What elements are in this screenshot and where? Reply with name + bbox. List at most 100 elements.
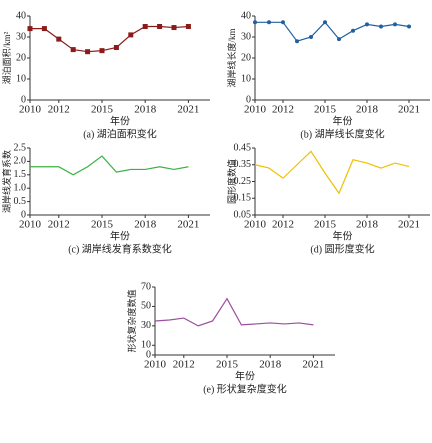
data-point: [185, 24, 191, 29]
data-point: [128, 32, 134, 38]
x-tick-label: 2015: [216, 359, 239, 371]
x-tick-label: 2021: [398, 219, 420, 231]
data-point: [393, 22, 397, 27]
axis-frame: [254, 148, 430, 216]
x-tick-label: 2010: [244, 104, 267, 116]
y-tick-label: 10: [141, 340, 151, 351]
y-tick-label: 0.25: [234, 176, 252, 187]
data-line: [30, 155, 189, 176]
y-tick-label: 30: [141, 320, 151, 331]
y-tick-label: 50: [141, 301, 151, 312]
chart-panel: 0.05 0.15 0.25 0.35 0.45 2010 2012 2015 2018 2021…: [226, 142, 430, 255]
data-point: [27, 26, 33, 32]
chart-caption: (e) 形状复杂度变化: [203, 382, 287, 395]
chart-panel: 0 0.5 1.0 1.5 2.0 2.5 2010 2012 2015 2018 2021 年份(c…: [1, 142, 210, 255]
y-tick-label: 40: [241, 10, 251, 21]
y-tick-label: 30: [16, 31, 26, 42]
y-tick-label: 0: [21, 94, 26, 105]
x-tick-label: 2018: [134, 104, 157, 116]
x-tick-label: 2010: [19, 219, 42, 231]
x-tick-label: 2015: [314, 219, 337, 231]
data-line: [254, 150, 410, 195]
y-tick-label: 40: [16, 10, 26, 21]
y-tick-label: 10: [16, 73, 26, 84]
x-tick-label: 2012: [173, 359, 195, 371]
x-axis-label: 年份: [110, 229, 130, 242]
y-axis-label: 湖岸线长度/km: [226, 28, 237, 87]
data-point: [351, 28, 355, 33]
data-point: [56, 36, 62, 42]
y-tick-label: 0.35: [234, 159, 252, 170]
data-point: [267, 20, 271, 25]
x-tick-label: 2012: [272, 104, 294, 116]
data-point: [99, 48, 105, 54]
x-axis-label: 年份: [235, 369, 255, 382]
y-tick-label: 0.05: [234, 209, 252, 220]
x-tick-label: 2015: [314, 104, 337, 116]
x-tick-label: 2018: [356, 104, 379, 116]
y-tick-label: 30: [241, 31, 251, 42]
data-point: [407, 24, 411, 29]
y-tick-label: 10: [241, 73, 251, 84]
x-tick-label: 2018: [259, 359, 282, 371]
data-point: [142, 24, 148, 29]
chart-panel: 010 30 50 70 2010 2012 2015 2018 2021 年份(e) 形状复杂度…: [126, 281, 335, 395]
data-point: [113, 45, 119, 50]
y-axis-label: 形状复杂度数值: [126, 289, 137, 352]
x-tick-label: 2021: [302, 359, 324, 371]
data-point: [379, 24, 383, 29]
data-point: [309, 35, 313, 39]
x-tick-label: 2015: [91, 219, 114, 231]
x-tick-label: 2018: [356, 219, 379, 231]
data-point: [41, 26, 47, 32]
data-line: [154, 297, 314, 327]
x-tick-label: 2021: [177, 219, 199, 231]
x-tick-label: 2012: [48, 104, 70, 116]
y-tick-label: 0.15: [234, 193, 252, 204]
data-point: [157, 24, 163, 29]
data-point: [323, 20, 327, 25]
axis-frame: [29, 148, 210, 216]
y-tick-label: 0.5: [14, 196, 27, 207]
data-point: [70, 47, 76, 53]
data-point: [337, 37, 341, 42]
x-tick-label: 2021: [398, 104, 420, 116]
y-tick-label: 20: [16, 52, 26, 63]
axis-frame: [154, 287, 335, 356]
data-point: [365, 22, 369, 27]
data-point: [171, 25, 177, 31]
data-line: [30, 25, 189, 53]
x-tick-label: 2010: [19, 104, 42, 116]
y-tick-label: 20: [241, 52, 251, 63]
y-tick-label: 2.5: [14, 142, 27, 153]
data-point: [85, 49, 91, 55]
chart-caption: (b) 湖岸线长度变化: [300, 127, 384, 140]
axis-frame: [29, 16, 210, 101]
y-tick-label: 1.0: [14, 182, 27, 193]
x-tick-label: 2012: [272, 219, 294, 231]
data-line: [255, 21, 410, 42]
chart-panel: 0 10 20 30 40 2010 2012 2015 2018 2021 年份(b) 湖岸线长度…: [226, 10, 430, 140]
y-tick-label: 0: [146, 349, 151, 360]
axis-frame: [254, 16, 430, 101]
x-axis-label: 年份: [333, 229, 353, 242]
data-point: [281, 20, 285, 25]
x-tick-label: 2015: [91, 104, 114, 116]
chart-panel: 0 10 20 30 40 2010 2012 2015 2018 2021 年份(a) 湖泊面积变…: [1, 10, 210, 140]
x-axis-label: 年份: [333, 114, 353, 127]
chart-caption: (a) 湖泊面积变化: [83, 127, 157, 140]
x-tick-label: 2012: [48, 219, 70, 231]
y-axis-label: 圆形度数值: [226, 159, 237, 204]
chart-caption: (d) 圆形度变化: [310, 242, 374, 255]
y-tick-label: 70: [141, 281, 151, 292]
y-tick-label: 0: [246, 94, 251, 105]
x-tick-label: 2018: [134, 219, 157, 231]
y-tick-label: 0: [21, 209, 26, 220]
x-tick-label: 2010: [244, 219, 267, 231]
data-point: [295, 39, 299, 44]
y-tick-label: 0.45: [234, 142, 252, 153]
x-tick-label: 2010: [144, 359, 167, 371]
chart-caption: (c) 湖岸线发育系数变化: [68, 242, 172, 255]
y-tick-label: 1.5: [14, 169, 27, 180]
